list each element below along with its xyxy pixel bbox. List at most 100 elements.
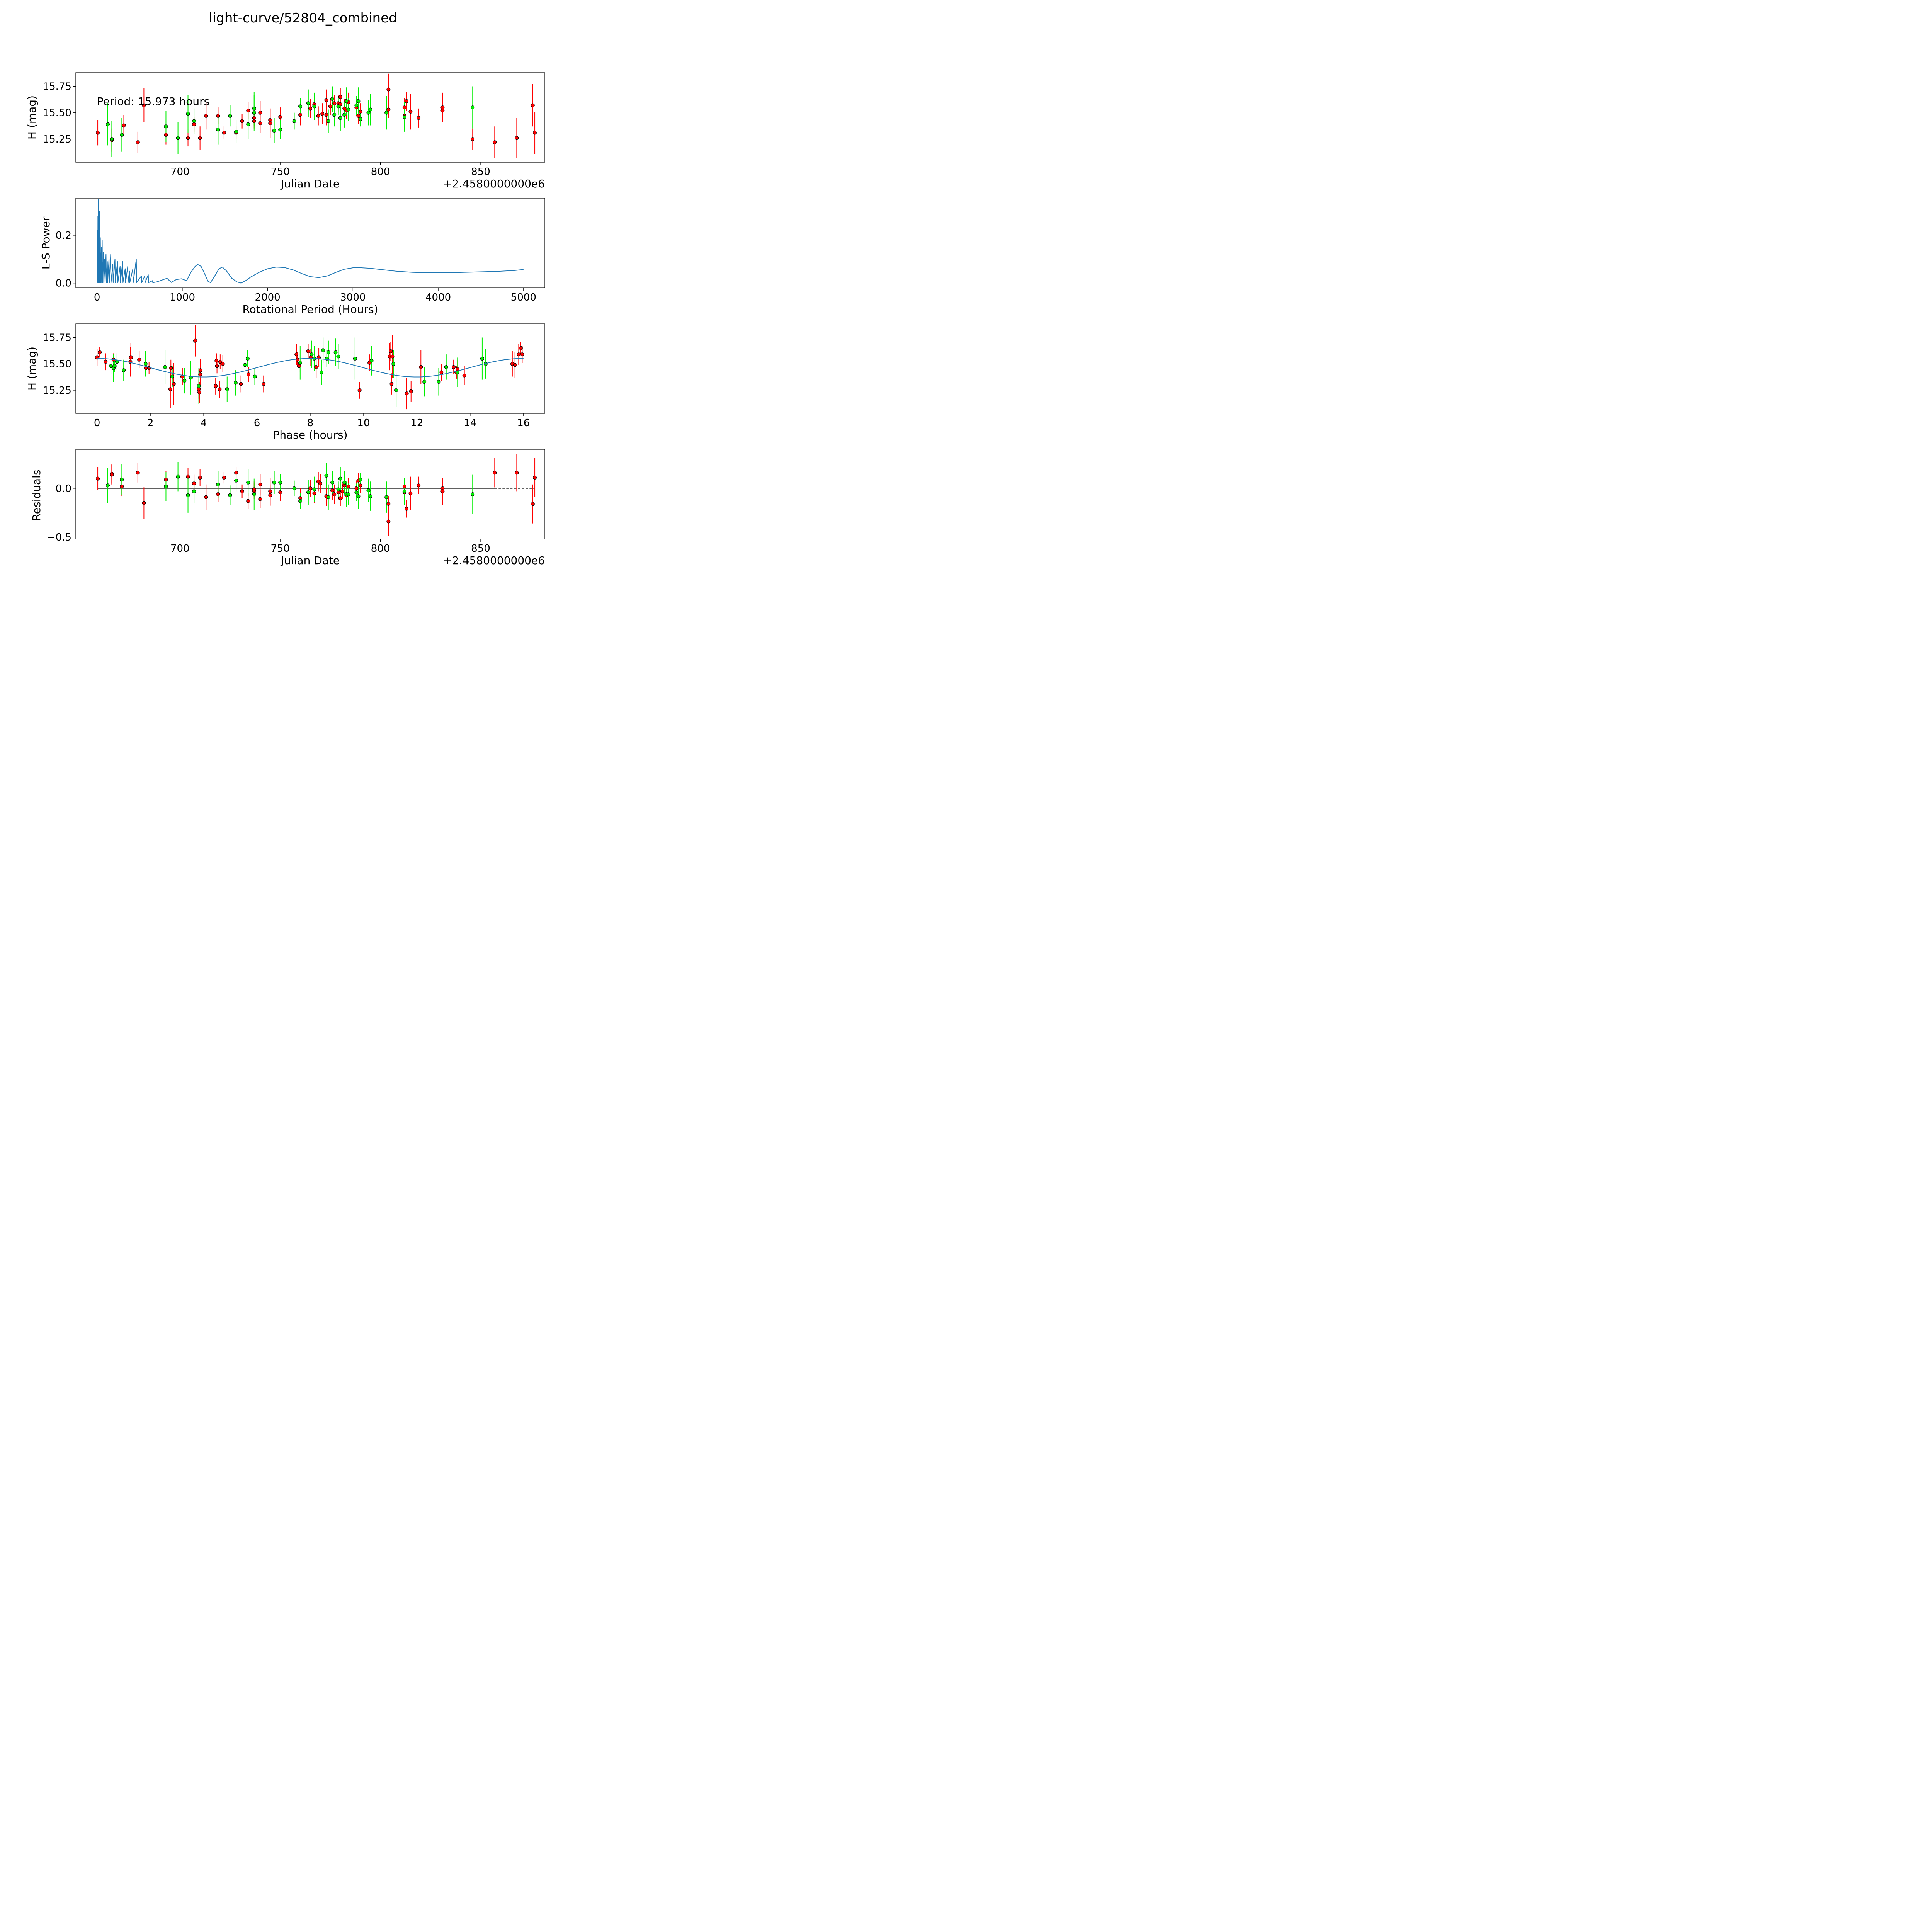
x-tick-label: 3000 bbox=[340, 292, 366, 303]
green-data-point bbox=[326, 495, 330, 499]
red-data-point bbox=[452, 365, 456, 369]
green-data-point bbox=[216, 128, 220, 132]
periodogram-xlabel: Rotational Period (Hours) bbox=[242, 303, 378, 316]
red-data-point bbox=[312, 491, 316, 495]
periodogram-marks bbox=[97, 199, 524, 284]
red-data-point bbox=[408, 109, 413, 114]
red-data-point bbox=[297, 364, 301, 368]
red-data-point bbox=[493, 140, 497, 145]
red-data-point bbox=[215, 364, 219, 368]
red-data-point bbox=[258, 497, 262, 501]
green-data-point bbox=[272, 480, 276, 485]
green-data-point bbox=[278, 128, 282, 132]
red-data-point bbox=[440, 109, 445, 113]
y-tick-label: 15.50 bbox=[43, 359, 71, 370]
red-data-point bbox=[346, 484, 350, 488]
lightcurve-ylabel: H (mag) bbox=[26, 95, 38, 139]
green-data-point bbox=[225, 387, 229, 391]
green-data-point bbox=[346, 492, 350, 496]
green-data-point bbox=[336, 354, 340, 359]
red-data-point bbox=[234, 471, 238, 475]
green-data-point bbox=[197, 384, 201, 388]
red-data-point bbox=[402, 105, 406, 110]
green-data-point bbox=[402, 115, 406, 119]
red-data-point bbox=[192, 481, 196, 486]
red-data-point bbox=[218, 387, 222, 391]
red-data-point bbox=[168, 387, 172, 391]
red-data-point bbox=[402, 484, 406, 488]
x-tick-label: 1000 bbox=[170, 292, 195, 303]
periodogram-line bbox=[97, 199, 524, 284]
red-data-point bbox=[358, 483, 362, 488]
green-data-point bbox=[298, 104, 303, 109]
phased-xlabel: Phase (hours) bbox=[273, 429, 347, 441]
red-data-point bbox=[462, 373, 466, 378]
red-data-point bbox=[405, 507, 409, 511]
green-data-point bbox=[344, 99, 349, 103]
red-data-point bbox=[330, 488, 335, 492]
periodogram-panel: 0 1000 2000 3000 4000 5000 0.0 0.2 Rotational P… bbox=[39, 198, 545, 316]
green-data-point bbox=[122, 368, 126, 372]
red-data-point bbox=[246, 372, 250, 377]
red-data-point bbox=[268, 493, 272, 497]
green-data-point bbox=[356, 99, 361, 103]
red-data-point bbox=[120, 484, 124, 488]
red-data-point bbox=[405, 391, 409, 396]
green-data-point bbox=[252, 106, 256, 111]
red-data-point bbox=[164, 133, 168, 137]
red-data-point bbox=[268, 121, 272, 126]
red-data-point bbox=[358, 109, 362, 114]
green-data-point bbox=[106, 122, 110, 126]
red-data-point bbox=[320, 112, 325, 116]
green-data-point bbox=[330, 480, 335, 485]
red-data-point bbox=[318, 481, 322, 486]
red-data-point bbox=[198, 372, 202, 377]
x-tick-label: 750 bbox=[270, 166, 290, 178]
red-data-point bbox=[332, 101, 337, 105]
green-data-point bbox=[319, 370, 323, 374]
red-data-point bbox=[294, 352, 299, 357]
green-data-point bbox=[120, 478, 124, 482]
y-tick-label: 15.25 bbox=[43, 385, 71, 396]
green-data-point bbox=[106, 483, 110, 488]
red-data-point bbox=[252, 116, 256, 120]
red-data-point bbox=[240, 489, 244, 493]
red-data-point bbox=[386, 87, 391, 92]
red-data-point bbox=[519, 346, 523, 350]
green-data-point bbox=[182, 379, 187, 383]
green-data-point bbox=[324, 474, 328, 478]
red-data-point bbox=[515, 471, 519, 475]
red-data-point bbox=[110, 473, 114, 477]
green-data-point bbox=[353, 357, 357, 361]
red-data-point bbox=[295, 357, 299, 362]
x-tick-label: 700 bbox=[170, 166, 190, 178]
phased-panel: 0 2 4 6 8 10 12 14 16 15.25 15.50 15.75 Phase (hour… bbox=[26, 323, 545, 441]
x-tick-label: 850 bbox=[471, 166, 490, 178]
red-data-point bbox=[192, 122, 196, 126]
green-data-point bbox=[368, 107, 372, 112]
red-data-point bbox=[221, 362, 225, 366]
red-data-point bbox=[122, 123, 126, 128]
red-data-point bbox=[246, 499, 250, 503]
red-data-point bbox=[440, 105, 445, 110]
red-data-point bbox=[386, 502, 391, 506]
red-data-point bbox=[356, 114, 361, 118]
red-data-point bbox=[354, 486, 359, 490]
x-tick-label: 850 bbox=[471, 543, 490, 554]
red-data-point bbox=[389, 349, 393, 353]
red-data-point bbox=[198, 476, 202, 480]
red-data-point bbox=[129, 355, 133, 360]
red-data-point bbox=[96, 131, 100, 135]
green-data-point bbox=[368, 494, 372, 498]
green-data-point bbox=[253, 374, 257, 379]
red-data-point bbox=[419, 365, 423, 369]
green-data-point bbox=[233, 381, 238, 385]
red-data-point bbox=[308, 486, 312, 490]
red-data-point bbox=[218, 360, 222, 364]
red-data-point bbox=[172, 382, 176, 386]
green-data-point bbox=[143, 362, 148, 366]
green-data-point bbox=[338, 476, 342, 481]
x-tick-label: 0 bbox=[94, 417, 100, 429]
green-data-point bbox=[164, 484, 168, 488]
figure-title: light-curve/52804_combined bbox=[209, 10, 397, 26]
